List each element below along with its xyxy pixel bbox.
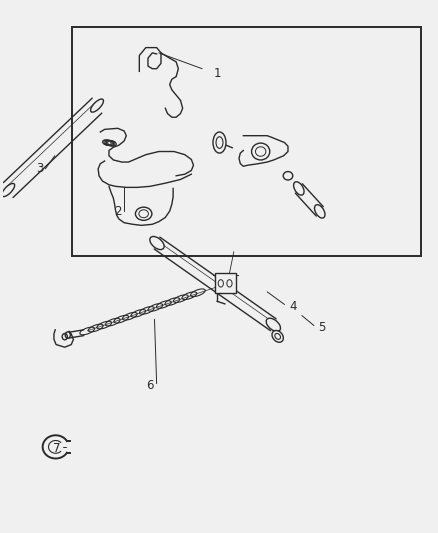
- Ellipse shape: [212, 132, 226, 153]
- Ellipse shape: [215, 137, 223, 148]
- Text: 1: 1: [213, 68, 221, 80]
- Ellipse shape: [65, 332, 70, 338]
- Ellipse shape: [149, 237, 164, 249]
- Text: 3: 3: [36, 163, 43, 175]
- Ellipse shape: [274, 334, 280, 340]
- Text: 6: 6: [146, 378, 154, 392]
- Ellipse shape: [90, 99, 103, 112]
- Text: 2: 2: [113, 205, 121, 217]
- Ellipse shape: [2, 183, 14, 197]
- Text: 7: 7: [53, 442, 60, 455]
- Ellipse shape: [283, 172, 292, 180]
- Text: 4: 4: [289, 300, 296, 312]
- Ellipse shape: [314, 205, 324, 218]
- Ellipse shape: [272, 330, 283, 342]
- Text: 5: 5: [317, 321, 324, 334]
- Polygon shape: [214, 273, 235, 293]
- Ellipse shape: [293, 182, 304, 195]
- Ellipse shape: [265, 318, 280, 332]
